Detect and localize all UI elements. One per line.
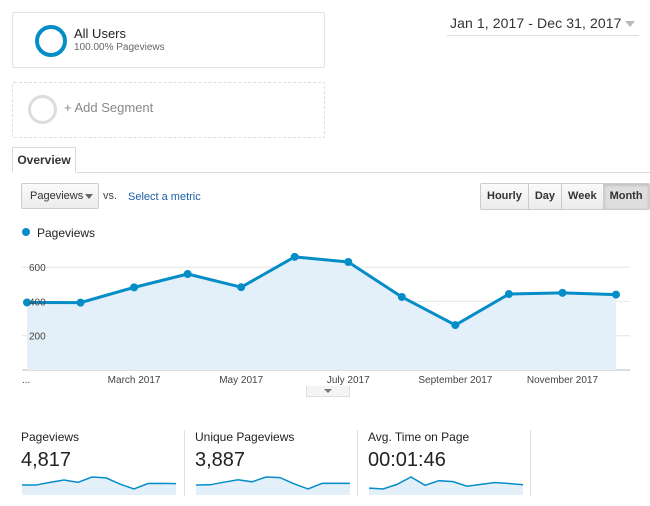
scorecard-value: 00:01:46 xyxy=(368,449,446,471)
x-tick-label: November 2017 xyxy=(527,375,599,386)
data-point xyxy=(76,298,85,307)
series-line xyxy=(26,255,617,327)
data-point xyxy=(130,283,139,292)
data-point xyxy=(237,283,246,292)
data-point xyxy=(183,270,192,278)
granularity-toggle: Hourly Day Week Month xyxy=(480,183,650,210)
scorecard-divider xyxy=(530,430,531,496)
pageviews-chart[interactable]: 200 400 600... March 2017 May 2017 July 2017 S… xyxy=(0,240,650,390)
select-metric-link[interactable]: Select a metric xyxy=(128,191,201,203)
segment-ring-icon xyxy=(35,25,67,57)
chevron-down-icon xyxy=(85,194,93,199)
scorecard-value: 3,887 xyxy=(195,449,246,471)
scorecard-divider xyxy=(357,430,358,496)
data-point xyxy=(344,258,353,266)
chevron-down-icon xyxy=(324,389,332,393)
legend-label: Pageviews xyxy=(37,226,96,240)
data-point xyxy=(23,298,31,307)
series-area xyxy=(27,256,616,370)
scorecard-unique-pageviews: Unique Pageviews 3,887 xyxy=(195,430,367,496)
tab-bar-divider xyxy=(12,172,650,173)
sparkline-line xyxy=(21,476,177,490)
data-point xyxy=(558,288,567,297)
y-tick-label: 400 xyxy=(29,297,46,308)
granularity-day-button[interactable]: Day xyxy=(527,184,562,209)
metric-select[interactable]: Pageviews xyxy=(21,183,99,209)
x-tick-label: ... xyxy=(22,375,30,386)
chart-expand-button[interactable] xyxy=(306,386,350,397)
y-tick-label: 600 xyxy=(29,263,46,274)
sparkline-unique-pageviews xyxy=(195,476,351,495)
x-tick-label: September 2017 xyxy=(418,375,492,386)
x-tick-label: May 2017 xyxy=(219,375,263,386)
granularity-week-button[interactable]: Week xyxy=(561,184,603,209)
segment-name: All Users xyxy=(74,26,127,41)
scorecard-divider xyxy=(184,430,185,496)
sparkline-area xyxy=(196,477,350,495)
sparkline-line xyxy=(195,476,351,490)
x-tick-label: March 2017 xyxy=(108,375,161,386)
sparkline-avg-time xyxy=(368,476,524,495)
date-range-picker[interactable]: Jan 1, 2017 - Dec 31, 2017 xyxy=(447,12,639,36)
sparkline-pageviews xyxy=(21,476,177,495)
y-tick-label: 200 xyxy=(29,332,46,343)
data-point xyxy=(612,290,620,299)
add-segment-label: + Add Segment xyxy=(64,100,154,115)
data-point xyxy=(397,292,406,301)
scorecard-pageviews: Pageviews 4,817 xyxy=(21,430,193,496)
x-tick-label: July 2017 xyxy=(327,375,370,386)
scorecard-value: 4,817 xyxy=(21,449,72,471)
segment-subtitle: 100.00% Pageviews xyxy=(74,42,165,53)
scorecard-label: Avg. Time on Page xyxy=(368,430,470,444)
add-segment-button[interactable]: + Add Segment xyxy=(12,82,325,138)
scorecard-label: Pageviews xyxy=(21,430,80,444)
data-point xyxy=(290,252,299,261)
date-range-label: Jan 1, 2017 - Dec 31, 2017 xyxy=(450,15,622,31)
metric-select-value: Pageviews xyxy=(30,190,84,202)
segment-all-users[interactable]: All Users 100.00% Pageviews xyxy=(12,12,325,68)
scorecard-label: Unique Pageviews xyxy=(195,430,295,444)
legend-marker-icon xyxy=(22,228,30,236)
granularity-hourly-button[interactable]: Hourly xyxy=(481,184,528,209)
sparkline-area xyxy=(22,477,176,495)
vs-label: vs. xyxy=(103,190,118,202)
scorecard-avg-time-on-page: Avg. Time on Page 00:01:46 xyxy=(368,430,540,496)
sparkline-area xyxy=(369,477,523,495)
sparkline-line xyxy=(368,476,524,490)
tab-overview[interactable]: Overview xyxy=(12,147,76,173)
chevron-down-icon xyxy=(625,21,635,27)
data-point xyxy=(504,290,513,299)
granularity-month-button[interactable]: Month xyxy=(602,184,649,209)
data-point xyxy=(451,321,460,330)
empty-segment-ring-icon xyxy=(28,95,57,124)
